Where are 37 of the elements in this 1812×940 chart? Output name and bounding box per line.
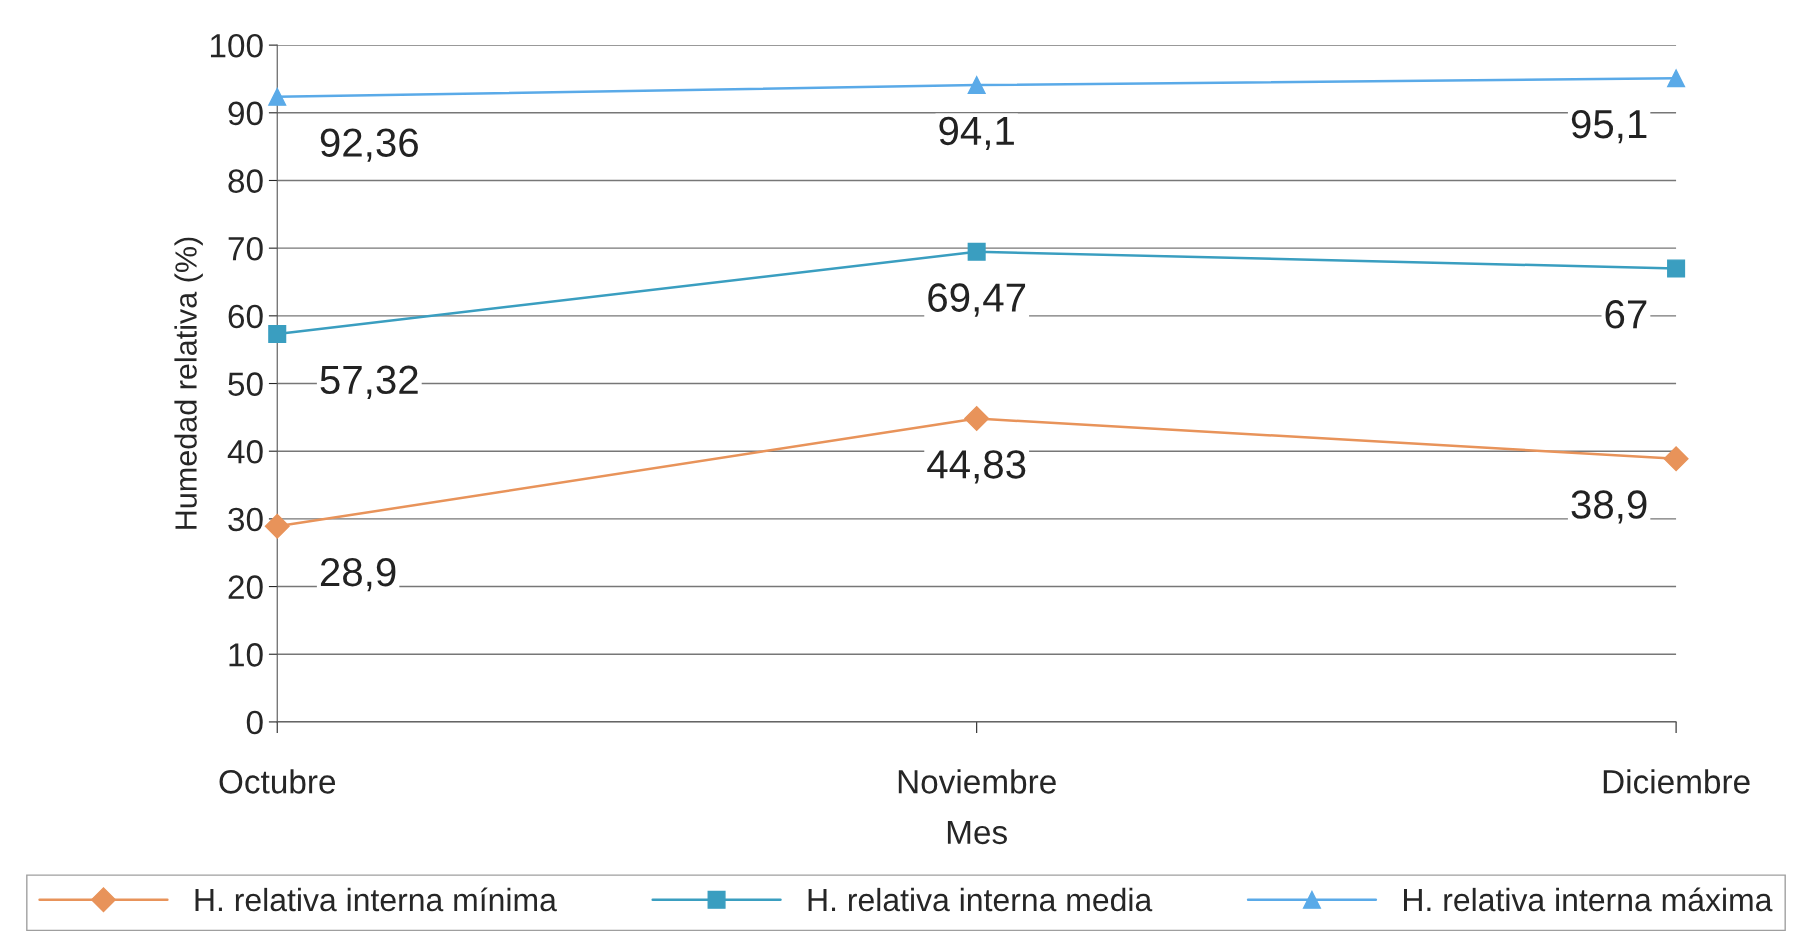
point [268,324,287,344]
y-tick-label: 100 [210,33,263,58]
y-tick-label: 20 [228,575,263,599]
point [1667,69,1686,88]
y-tick-label: 80 [228,169,263,193]
point [967,242,986,261]
data-label: 44,83 [927,450,1026,484]
data-label: 28,9 [320,557,396,592]
data-label: 38,9 [1571,490,1647,524]
point [964,406,990,431]
legend-label: H. relativa interna máxima [1404,887,1773,912]
x-tick-label: Noviembre [898,769,1056,794]
data-label: 69,47 [928,283,1026,317]
y-axis-title: Humedad relativa (%) [174,237,203,529]
legend-label: H. relativa interna media [808,887,1153,912]
y-tick-label: 40 [227,440,263,464]
y-tick-label: 70 [228,236,263,261]
data-label: 94,1 [939,116,1014,150]
legend-label: H. relativa interna mínima [195,887,557,912]
data-label: 95,1 [1571,109,1647,144]
data-label: 92,36 [320,128,418,162]
y-tick-label: 30 [228,507,263,532]
point [268,87,287,106]
y-tick-label: 10 [229,643,263,667]
point [1667,259,1686,278]
y-tick-label: 50 [228,372,263,396]
x-axis-title: Mes [947,820,1007,845]
x-tick-label: Octubre [219,769,336,794]
point [967,76,986,95]
x-tick-label: Diciembre [1603,769,1750,794]
point [1663,446,1689,472]
y-tick-label: 0 [246,710,263,735]
point [264,513,290,539]
data-label: 67 [1605,300,1647,329]
y-tick-label: 60 [228,304,263,329]
data-label: 57,32 [320,365,418,399]
y-tick-label: 90 [228,101,263,126]
